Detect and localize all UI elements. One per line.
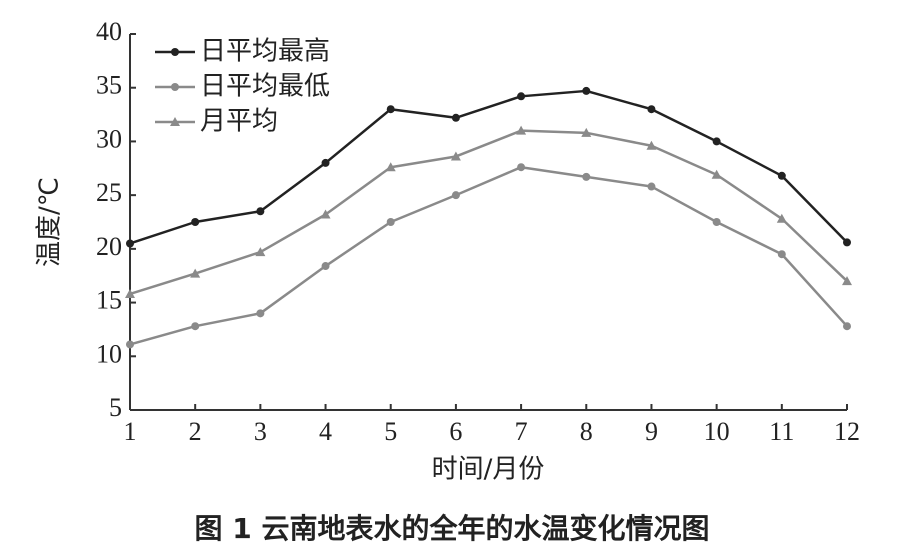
marker [386,105,395,114]
legend-marker [170,117,180,126]
marker [646,140,657,150]
x-axis-label: 时间/月份 [432,455,545,485]
marker [126,340,134,349]
marker [647,182,656,191]
x-tick-label: 12 [834,417,860,446]
y-tick-label: 35 [96,71,122,100]
x-tick-label: 6 [449,417,462,446]
marker [582,86,591,95]
y-tick-label: 40 [96,17,122,46]
legend-marker [171,48,179,56]
x-tick-label: 9 [645,417,658,446]
marker [777,171,786,180]
marker [582,172,591,181]
y-tick-label: 5 [109,393,122,422]
x-tick-label: 5 [384,417,397,446]
marker [712,218,721,226]
x-tick-label: 10 [704,417,730,446]
caption: 图 1 云南地表水的全年的水温变化情况图 [195,512,710,545]
marker [321,262,330,271]
marker [843,238,851,247]
marker [517,163,526,172]
marker [191,322,200,331]
x-tick-label: 7 [515,417,528,446]
y-tick-label: 25 [96,178,122,207]
marker [255,247,266,257]
marker [321,158,330,167]
marker [843,322,851,331]
marker [647,105,656,114]
series-line [129,89,848,245]
marker [581,127,592,137]
marker [385,162,396,172]
y-tick-label: 15 [96,286,122,315]
marker [712,137,721,146]
series-line [129,129,848,296]
x-tick-label: 2 [189,417,202,446]
x-tick-label: 1 [124,417,137,446]
marker [516,125,527,135]
x-tick-label: 3 [254,417,267,446]
marker [711,169,722,179]
x-tick-label: 8 [580,417,593,446]
legend-label: 日平均最低 [200,72,330,102]
marker [256,207,265,216]
marker [126,239,134,248]
legend-marker [171,83,179,91]
marker [517,92,526,101]
legend-label: 日平均最高 [200,37,330,67]
marker [451,113,460,122]
y-tick-label: 30 [96,124,122,153]
y-tick-label: 10 [96,339,122,368]
marker [776,213,787,223]
marker [190,268,201,278]
marker [451,191,460,200]
marker [777,250,786,259]
marker [320,209,331,219]
y-tick-label: 20 [96,232,122,261]
marker [256,309,265,318]
x-tick-label: 11 [769,417,794,446]
marker [191,218,200,226]
marker [386,218,395,226]
x-tick-label: 4 [319,417,332,446]
series-line [129,165,848,346]
marker [125,288,135,298]
marker [842,276,852,286]
marker [450,151,461,161]
legend-label: 月平均 [200,107,278,137]
y-axis-label: 温度/℃ [35,177,65,267]
